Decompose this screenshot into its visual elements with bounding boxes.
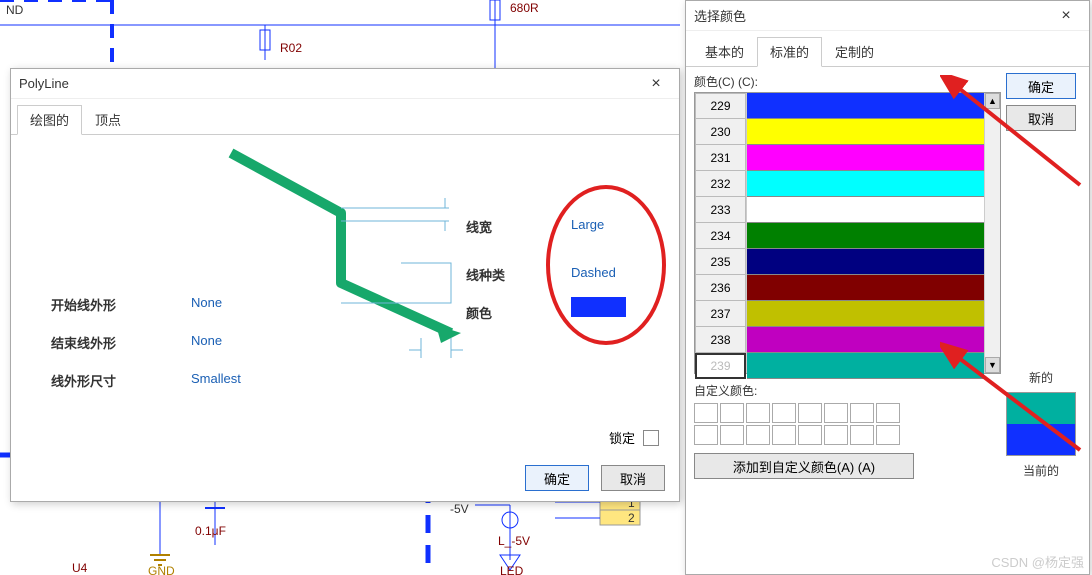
custom-color-cell[interactable] <box>772 403 796 423</box>
custom-color-cell[interactable] <box>850 403 874 423</box>
value-size[interactable]: Smallest <box>191 371 241 386</box>
svg-text:U4: U4 <box>72 561 88 575</box>
svg-text:-5V: -5V <box>450 502 469 516</box>
color-id-cell[interactable]: 229 <box>695 93 746 119</box>
tab-basic[interactable]: 基本的 <box>692 37 757 66</box>
svg-text:ND: ND <box>6 3 24 17</box>
color-tabs: 基本的 标准的 定制的 <box>686 37 1089 67</box>
ok-button[interactable]: 确定 <box>525 465 589 491</box>
color-id-cell[interactable]: 231 <box>695 145 746 171</box>
close-icon[interactable]: × <box>1051 7 1081 25</box>
label-current: 当前的 <box>1023 462 1059 479</box>
custom-color-cell[interactable] <box>720 425 744 445</box>
annotation-arrow-bottom <box>940 340 1090 460</box>
svg-text:2: 2 <box>628 511 635 525</box>
color-title: 选择颜色 <box>694 6 746 25</box>
polyline-dialog: PolyLine × 绘图的 顶点 开始线外形 None 结束线外形 None … <box>10 68 680 502</box>
polyline-title: PolyLine <box>19 76 69 91</box>
label-start-shape: 开始线外形 <box>51 295 116 314</box>
color-id-cell[interactable]: 230 <box>695 119 746 145</box>
custom-color-cell[interactable] <box>824 425 848 445</box>
svg-text:R02: R02 <box>280 41 302 55</box>
color-swatch-cell[interactable] <box>747 249 984 275</box>
polyline-body: 开始线外形 None 结束线外形 None 线外形尺寸 Smallest 线宽 … <box>11 135 679 455</box>
svg-text:L_-5V: L_-5V <box>498 534 530 548</box>
tab-standard[interactable]: 标准的 <box>757 37 822 67</box>
custom-color-cell[interactable] <box>824 403 848 423</box>
color-swatch-cell[interactable] <box>747 197 984 223</box>
tab-custom[interactable]: 定制的 <box>822 37 887 66</box>
color-id-cell[interactable]: 233 <box>695 197 746 223</box>
svg-text:680R: 680R <box>510 1 539 15</box>
close-icon[interactable]: × <box>641 75 671 93</box>
color-titlebar[interactable]: 选择颜色 × <box>686 1 1089 31</box>
annotation-circle <box>546 185 666 345</box>
tab-vertices[interactable]: 顶点 <box>82 105 134 134</box>
color-swatch-cell[interactable] <box>747 275 984 301</box>
color-id-cell[interactable]: 236 <box>695 275 746 301</box>
svg-text:GND: GND <box>148 564 175 575</box>
custom-color-cell[interactable] <box>798 425 822 445</box>
color-swatch-cell[interactable] <box>747 301 984 327</box>
annotation-arrow-top <box>940 75 1090 195</box>
color-id-cell[interactable]: 234 <box>695 223 746 249</box>
color-id-cell[interactable]: 235 <box>695 249 746 275</box>
custom-color-cell[interactable] <box>746 403 770 423</box>
custom-color-cell[interactable] <box>850 425 874 445</box>
color-id-cell[interactable]: 238 <box>695 327 746 353</box>
svg-text:LED: LED <box>500 564 524 575</box>
polyline-preview <box>191 143 471 363</box>
custom-color-cell[interactable] <box>876 403 900 423</box>
watermark: CSDN @杨定强 <box>991 552 1084 571</box>
polyline-footer: 确定 取消 <box>11 455 679 501</box>
color-swatch-cell[interactable] <box>747 223 984 249</box>
label-lock: 锁定 <box>609 428 635 447</box>
custom-color-cell[interactable] <box>798 403 822 423</box>
custom-color-cell[interactable] <box>876 425 900 445</box>
color-id-cell[interactable]: 239 <box>695 353 746 379</box>
polyline-titlebar[interactable]: PolyLine × <box>11 69 679 99</box>
checkbox-lock[interactable] <box>643 430 659 446</box>
tab-drawing[interactable]: 绘图的 <box>17 105 82 135</box>
custom-color-cell[interactable] <box>746 425 770 445</box>
cancel-button[interactable]: 取消 <box>601 465 665 491</box>
color-id-cell[interactable]: 237 <box>695 301 746 327</box>
add-custom-button[interactable]: 添加到自定义颜色(A) (A) <box>694 453 914 479</box>
custom-color-cell[interactable] <box>772 425 796 445</box>
label-end-shape: 结束线外形 <box>51 333 116 352</box>
svg-text:0.1μF: 0.1μF <box>195 524 226 538</box>
custom-color-cell[interactable] <box>694 403 718 423</box>
polyline-tabs: 绘图的 顶点 <box>11 105 679 135</box>
color-id-cell[interactable]: 232 <box>695 171 746 197</box>
custom-color-cell[interactable] <box>720 403 744 423</box>
label-linestyle: 线种类 <box>466 265 505 284</box>
lock-row: 锁定 <box>609 428 659 447</box>
custom-color-cell[interactable] <box>694 425 718 445</box>
label-size: 线外形尺寸 <box>51 371 116 390</box>
